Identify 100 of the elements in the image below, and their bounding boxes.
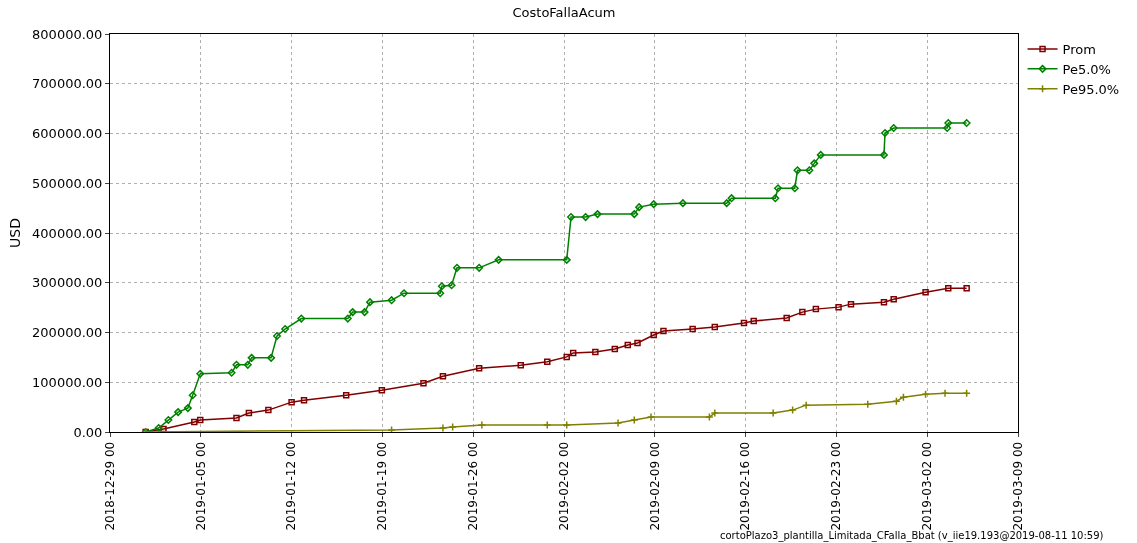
point bbox=[154, 424, 163, 432]
point bbox=[793, 166, 802, 175]
x-tick-label: 2019-01-26 00 bbox=[466, 441, 481, 531]
point bbox=[801, 400, 811, 410]
point bbox=[267, 353, 276, 362]
point bbox=[342, 391, 350, 399]
x-tick-label: 2019-02-16 00 bbox=[738, 441, 753, 531]
y-tick-label: 800000.00 bbox=[32, 26, 103, 42]
point bbox=[630, 415, 639, 425]
point bbox=[812, 305, 820, 313]
point bbox=[232, 360, 241, 369]
point bbox=[774, 184, 783, 193]
y-tick-label: 0.00 bbox=[73, 424, 103, 440]
point bbox=[452, 263, 461, 272]
point bbox=[722, 199, 731, 208]
x-tick-label: 2019-01-19 00 bbox=[375, 441, 390, 531]
point bbox=[783, 314, 790, 322]
point bbox=[593, 210, 602, 219]
point bbox=[705, 412, 714, 422]
point bbox=[634, 339, 641, 347]
y-tick-label: 500000.00 bbox=[32, 175, 103, 191]
point bbox=[477, 420, 487, 430]
point bbox=[188, 391, 197, 400]
point bbox=[689, 325, 696, 333]
point bbox=[892, 396, 901, 406]
legend-label: Prom bbox=[1062, 42, 1096, 58]
point bbox=[265, 406, 272, 414]
point bbox=[567, 213, 576, 222]
y-tick-label: 400000.00 bbox=[32, 225, 103, 241]
point bbox=[879, 150, 888, 159]
x-tick-label: 2019-03-09 00 bbox=[1010, 441, 1025, 531]
point bbox=[649, 200, 658, 209]
point bbox=[348, 308, 357, 317]
point bbox=[711, 323, 719, 331]
point bbox=[880, 298, 888, 306]
point bbox=[543, 420, 552, 430]
legend-label: Pe5.0% bbox=[1062, 61, 1111, 77]
text: cortoPlazo3_plantilla_Limitada_CFalla_Bbat (v_iie19.193@2019-08-11 10:59) bbox=[720, 530, 1104, 542]
x-tick-label: 2019-01-12 00 bbox=[284, 441, 299, 531]
y-tick-label: 300000.00 bbox=[32, 275, 103, 291]
point bbox=[448, 422, 457, 432]
point bbox=[650, 331, 657, 339]
point bbox=[160, 425, 167, 432]
point bbox=[750, 317, 757, 325]
point bbox=[805, 166, 814, 175]
x-tick-label: 2019-02-02 00 bbox=[556, 441, 571, 531]
point bbox=[438, 423, 448, 432]
point bbox=[517, 362, 525, 369]
point bbox=[710, 408, 720, 418]
x-tick-label: 2019-02-23 00 bbox=[829, 441, 844, 531]
point bbox=[281, 325, 290, 334]
point bbox=[921, 389, 930, 399]
point bbox=[945, 284, 952, 292]
point bbox=[174, 408, 183, 417]
point bbox=[922, 288, 929, 296]
point bbox=[196, 369, 205, 378]
point bbox=[365, 298, 374, 307]
point bbox=[562, 255, 571, 264]
point bbox=[437, 282, 446, 291]
point bbox=[863, 399, 872, 409]
point bbox=[944, 119, 953, 128]
point bbox=[197, 416, 204, 424]
point bbox=[400, 289, 409, 298]
point bbox=[740, 319, 748, 327]
point bbox=[475, 365, 483, 372]
point bbox=[790, 184, 799, 193]
point bbox=[962, 119, 971, 128]
point bbox=[592, 348, 599, 356]
y-tick-label: 700000.00 bbox=[32, 76, 103, 92]
point bbox=[562, 420, 571, 430]
point bbox=[360, 308, 369, 317]
point bbox=[630, 210, 639, 219]
point bbox=[191, 418, 198, 426]
point bbox=[940, 388, 950, 398]
point bbox=[297, 314, 306, 323]
point bbox=[799, 308, 806, 316]
point bbox=[678, 199, 687, 208]
point bbox=[164, 416, 173, 425]
y-tick-label: 100000.00 bbox=[32, 374, 103, 390]
point bbox=[439, 373, 447, 380]
point bbox=[544, 358, 551, 366]
point bbox=[881, 129, 890, 137]
point bbox=[646, 412, 656, 422]
point bbox=[660, 327, 667, 335]
point bbox=[581, 213, 590, 222]
point bbox=[816, 150, 825, 159]
x-tick-label: 2019-03-02 00 bbox=[920, 441, 935, 531]
point bbox=[494, 255, 503, 264]
point bbox=[243, 360, 252, 369]
point bbox=[447, 281, 456, 290]
point bbox=[475, 263, 484, 272]
point bbox=[611, 345, 619, 353]
point bbox=[247, 353, 256, 362]
point bbox=[245, 409, 253, 417]
point bbox=[569, 349, 577, 357]
point bbox=[436, 289, 445, 298]
point bbox=[343, 314, 352, 323]
x-tick-label: 2019-01-05 00 bbox=[193, 441, 208, 531]
point bbox=[771, 194, 780, 203]
point bbox=[227, 368, 236, 377]
